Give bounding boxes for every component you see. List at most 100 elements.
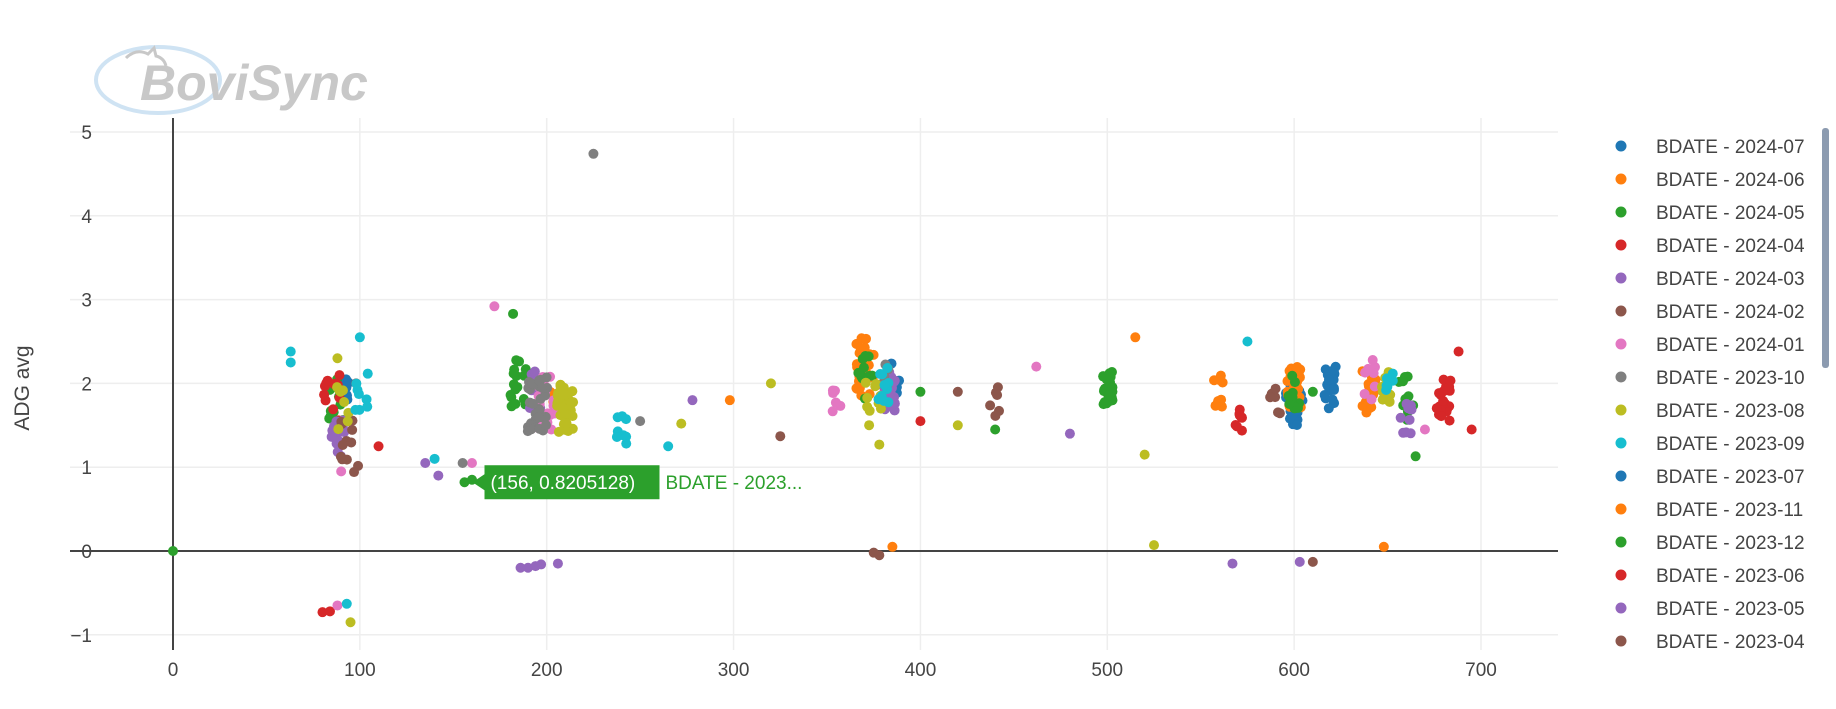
data-point[interactable] xyxy=(522,426,533,437)
data-point[interactable] xyxy=(621,438,632,449)
data-point[interactable] xyxy=(1319,390,1330,401)
data-point[interactable] xyxy=(332,382,343,393)
data-point[interactable] xyxy=(1431,403,1442,414)
data-point[interactable] xyxy=(827,406,838,417)
data-point[interactable] xyxy=(350,404,361,415)
data-point[interactable] xyxy=(1307,386,1318,397)
data-point[interactable] xyxy=(337,440,348,451)
data-point[interactable] xyxy=(541,372,552,383)
data-point[interactable] xyxy=(915,386,926,397)
data-point[interactable] xyxy=(1324,374,1335,385)
data-point[interactable] xyxy=(354,332,365,343)
data-point[interactable] xyxy=(508,308,519,319)
data-point[interactable] xyxy=(1227,558,1238,569)
legend-item[interactable]: BDATE - 2023-12 xyxy=(1615,533,1805,554)
data-point[interactable] xyxy=(1378,541,1389,552)
data-point[interactable] xyxy=(862,401,873,412)
data-point[interactable] xyxy=(319,389,330,400)
legend-item[interactable]: BDATE - 2023-09 xyxy=(1615,434,1805,455)
data-point[interactable] xyxy=(457,458,468,469)
legend-item[interactable]: BDATE - 2023-08 xyxy=(1615,401,1805,422)
data-point[interactable] xyxy=(862,392,873,403)
data-point[interactable] xyxy=(874,550,885,561)
series-group[interactable] xyxy=(335,378,1318,567)
data-point[interactable] xyxy=(611,431,622,442)
data-point[interactable] xyxy=(985,400,996,411)
legend-item[interactable]: BDATE - 2024-01 xyxy=(1615,335,1805,356)
legend-item[interactable]: BDATE - 2024-03 xyxy=(1615,269,1805,290)
data-point[interactable] xyxy=(875,369,886,380)
data-point[interactable] xyxy=(990,424,1001,435)
data-point[interactable] xyxy=(724,395,735,406)
data-point[interactable] xyxy=(333,424,344,435)
data-point[interactable] xyxy=(857,353,868,364)
legend-item[interactable]: BDATE - 2024-04 xyxy=(1615,236,1805,257)
data-point[interactable] xyxy=(565,397,576,408)
data-point[interactable] xyxy=(361,394,372,405)
data-point[interactable] xyxy=(1307,556,1318,567)
data-point[interactable] xyxy=(529,366,540,377)
data-point[interactable] xyxy=(511,355,522,366)
legend-item[interactable]: BDATE - 2024-06 xyxy=(1615,170,1805,191)
data-point[interactable] xyxy=(1369,381,1380,392)
data-point[interactable] xyxy=(1103,390,1114,401)
data-point[interactable] xyxy=(887,541,898,552)
data-point[interactable] xyxy=(317,607,328,618)
data-point[interactable] xyxy=(1149,540,1159,551)
data-point[interactable] xyxy=(332,353,343,364)
data-point[interactable] xyxy=(328,404,339,415)
data-point[interactable] xyxy=(1381,380,1392,391)
data-point[interactable] xyxy=(1328,385,1339,396)
data-point[interactable] xyxy=(489,301,500,312)
data-point[interactable] xyxy=(533,412,544,423)
data-point[interactable] xyxy=(552,558,563,569)
data-point[interactable] xyxy=(871,378,882,389)
data-point[interactable] xyxy=(555,381,566,392)
data-point[interactable] xyxy=(765,378,776,389)
data-point[interactable] xyxy=(540,390,551,401)
data-point[interactable] xyxy=(1270,383,1281,394)
data-point[interactable] xyxy=(687,395,698,406)
data-point[interactable] xyxy=(1031,361,1042,372)
data-point[interactable] xyxy=(952,386,963,397)
data-point[interactable] xyxy=(1395,412,1406,423)
data-point[interactable] xyxy=(827,385,838,396)
data-point[interactable] xyxy=(351,378,362,389)
data-point[interactable] xyxy=(879,379,890,390)
data-point[interactable] xyxy=(433,470,444,481)
data-point[interactable] xyxy=(362,401,373,412)
data-point[interactable] xyxy=(536,559,547,570)
data-point[interactable] xyxy=(663,441,674,452)
legend-item[interactable]: BDATE - 2023-11 xyxy=(1615,500,1804,521)
legend-item[interactable]: BDATE - 2023-04 xyxy=(1615,632,1805,653)
data-point[interactable] xyxy=(342,416,353,427)
data-point[interactable] xyxy=(992,382,1003,393)
data-point[interactable] xyxy=(1366,394,1377,405)
data-point[interactable] xyxy=(1287,370,1298,381)
data-point[interactable] xyxy=(1213,374,1224,385)
data-point[interactable] xyxy=(339,396,350,407)
data-point[interactable] xyxy=(541,420,552,431)
data-point[interactable] xyxy=(864,420,875,431)
data-point[interactable] xyxy=(1294,556,1305,567)
series-group[interactable] xyxy=(531,332,1389,552)
data-point[interactable] xyxy=(874,439,885,450)
data-point[interactable] xyxy=(347,424,358,435)
data-point[interactable] xyxy=(1328,365,1339,376)
plot-area[interactable] xyxy=(168,148,1477,628)
series-group[interactable] xyxy=(457,148,894,469)
series-group[interactable] xyxy=(332,301,1430,611)
data-point[interactable] xyxy=(557,402,568,413)
data-point[interactable] xyxy=(334,370,345,381)
legend-item[interactable]: BDATE - 2023-06 xyxy=(1615,566,1805,587)
data-point[interactable] xyxy=(466,458,477,469)
data-point[interactable] xyxy=(1434,388,1445,399)
legend-scrollbar[interactable] xyxy=(1822,128,1829,368)
legend-item[interactable]: BDATE - 2023-10 xyxy=(1615,368,1805,389)
data-point[interactable] xyxy=(1404,414,1415,425)
data-point[interactable] xyxy=(1398,376,1409,387)
data-point[interactable] xyxy=(621,414,632,425)
data-point[interactable] xyxy=(1444,415,1455,426)
data-point[interactable] xyxy=(523,562,534,573)
data-point[interactable] xyxy=(558,389,569,400)
